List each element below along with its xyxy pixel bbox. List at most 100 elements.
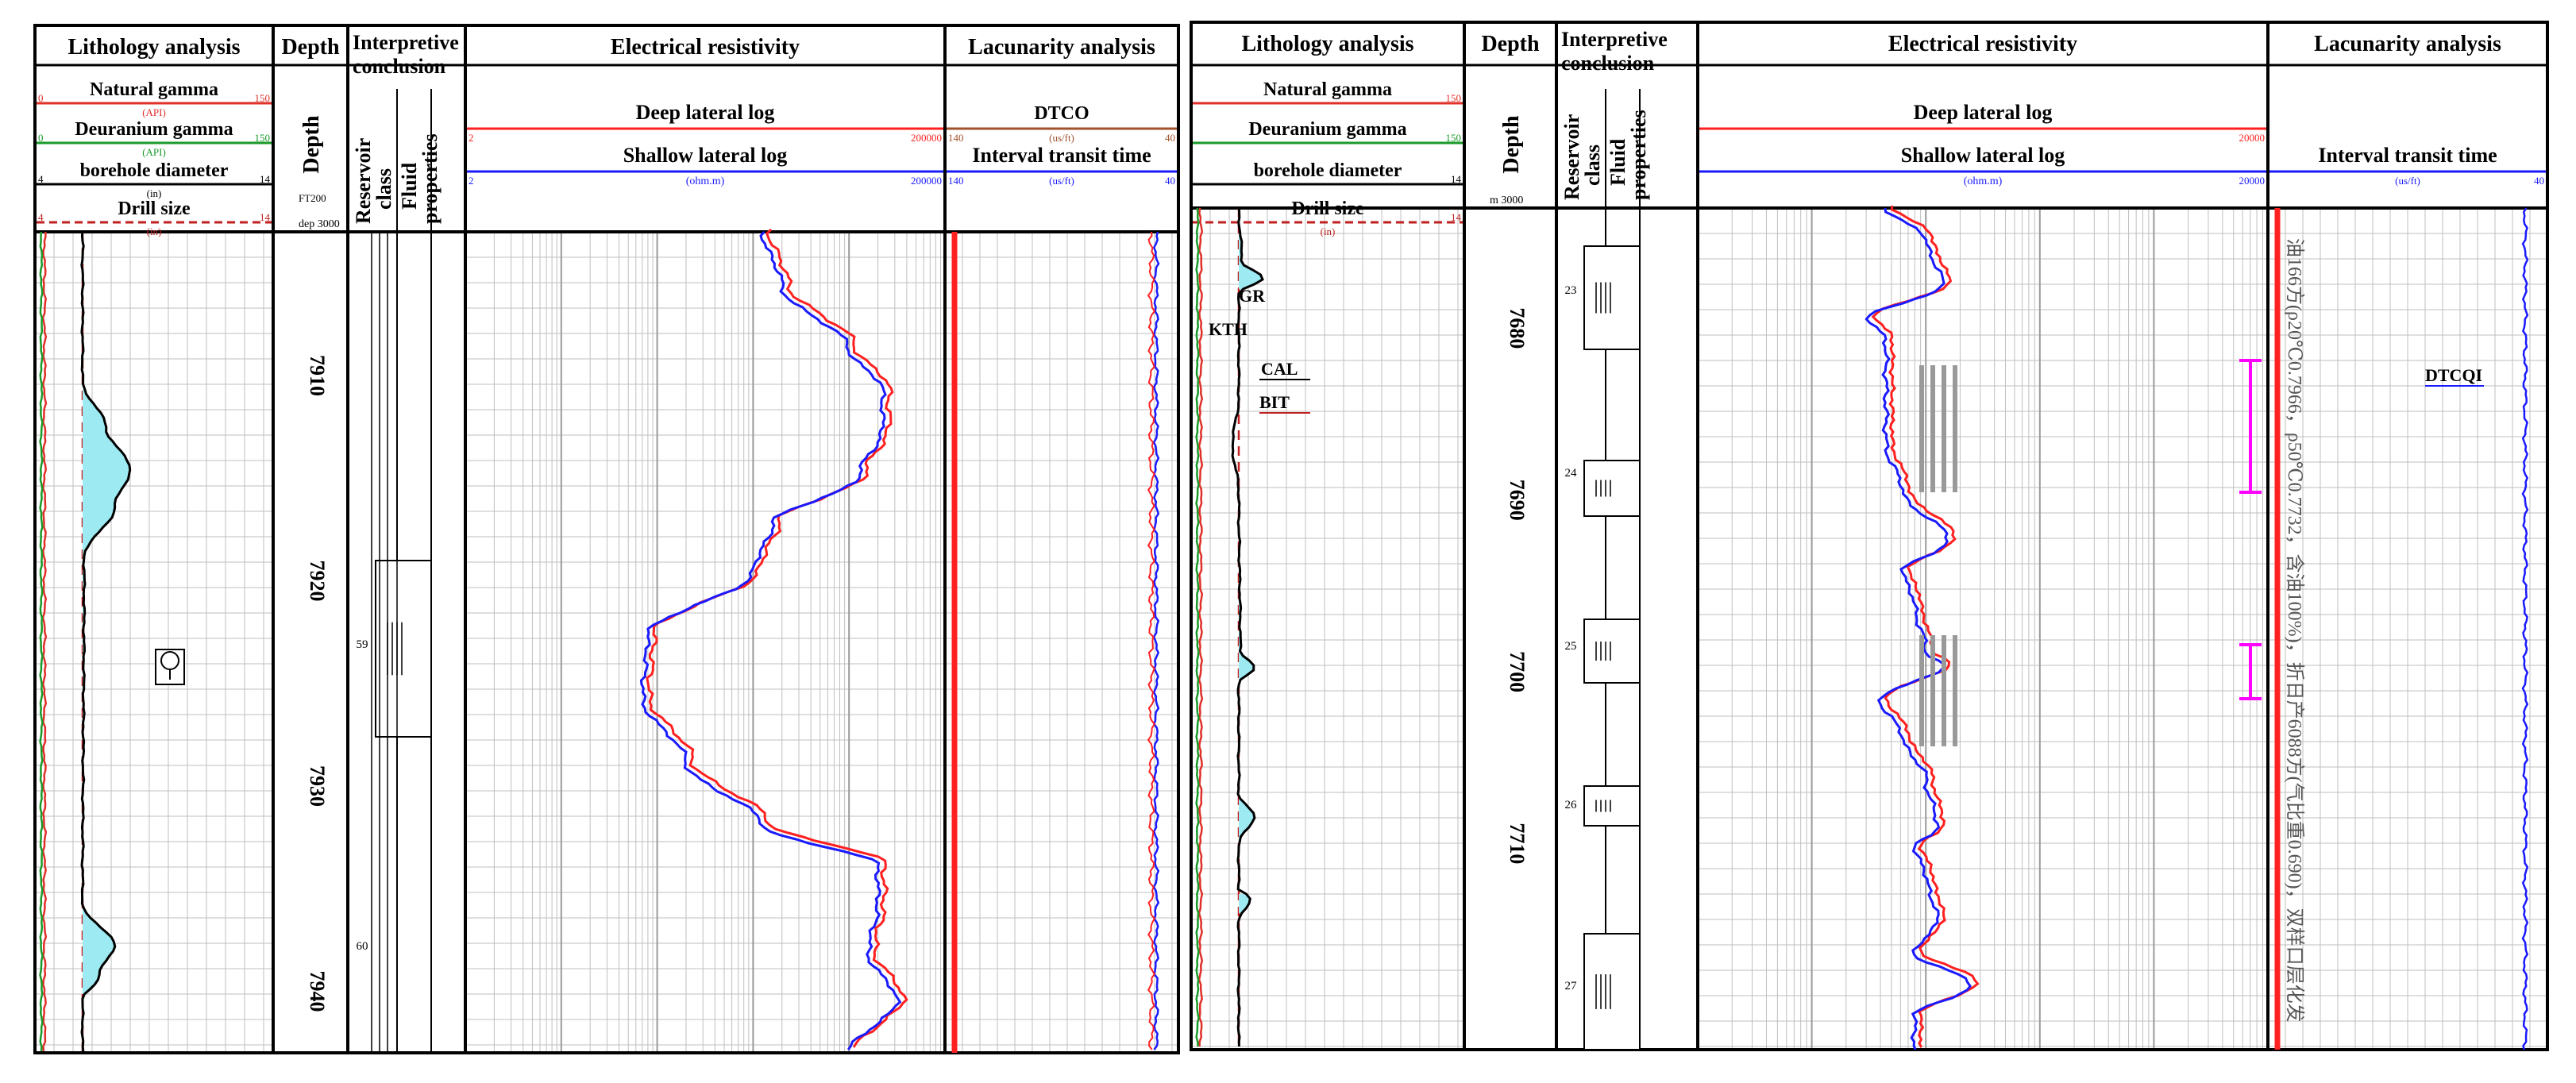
scale-min: 0 [38,132,44,144]
interp-header: conclusion [1561,52,1655,75]
curve-name: Drill size [118,198,191,219]
fluid-label: Fluid [398,162,421,210]
scale-unit: (in) [147,187,162,199]
reservoir-number: 23 [1565,284,1577,297]
lacunarity-header: Lacunarity analysis [2314,32,2501,56]
interval-transit-curve [2521,207,2529,1050]
deep-lateral-curve [646,228,908,1048]
depth-track-label: Depth [299,115,324,174]
depth-scale: FT200 [299,192,326,204]
scale-max: 200000 [911,132,942,144]
scale-max: 14 [1451,173,1462,185]
scale-unit: (us/ft) [1049,132,1074,144]
scale-max: 14 [260,211,271,223]
curve-name: Natural gamma [1263,79,1392,100]
reservoir-label: class [372,168,395,210]
depth-header: Depth [1481,32,1540,56]
scale-max: 40 [1165,132,1175,144]
interp-header: conclusion [353,55,446,78]
reservoir-box [1583,460,1641,517]
lithology-header: Lithology analysis [67,35,240,60]
depth-tick: 7700 [1506,651,1529,692]
depth-range: m 3000 [1490,195,1523,206]
reservoir-box [1583,245,1641,350]
gamma-curve [41,231,48,1052]
dtco-label: DTCO [1034,103,1089,124]
scale-max: 150 [1446,132,1462,144]
resistivity-header: Electrical resistivity [1888,32,2077,56]
scale-max: 14 [1451,211,1462,223]
inline-label-gr: GR [1239,286,1266,306]
curve-name: borehole diameter [1254,160,1402,181]
curve-name: Deuranium gamma [75,119,233,140]
reservoir-number: 27 [1565,980,1578,992]
scale-unit: (API) [142,146,166,158]
reservoir-box [1583,619,1641,684]
depth-tick: 7710 [1506,823,1529,864]
interp-header: Interpretive [353,31,459,54]
depth-tick: 7910 [306,355,329,396]
fluid-label: Fluid [1606,138,1629,186]
scale-min: 4 [38,211,44,223]
panel-frame [33,24,1180,1054]
uranium-curve [39,231,44,1052]
depth-tick: 7930 [306,765,329,807]
scale-max: 40 [1165,175,1175,187]
interp-header: Interpretive [1561,28,1668,51]
reservoir-label: Reservoir [352,138,375,224]
reservoir-number: 25 [1565,640,1577,653]
reservoir-label: class [1581,145,1604,186]
depth-tick: 7920 [306,560,329,601]
reservoir-box [375,560,432,738]
scale-unit: (API) [142,106,166,118]
fluid-label: properties [1627,110,1650,200]
reservoir-number: 59 [357,638,368,651]
curve-name: Natural gamma [90,79,218,100]
test-annotation: 油166方(ρ20℃0.7966，ρ50℃0.7732，含油100%)，折日产6… [2284,238,2305,1023]
scale-unit: (us/ft) [2395,175,2420,187]
uranium-curve [1195,207,1200,1047]
depth-tick: 7940 [306,970,329,1012]
scale-unit: (in) [147,225,162,237]
curve-name: Deuranium gamma [1248,119,1406,140]
deep-log-label: Deep lateral log [1914,101,2053,124]
inline-label-dtcqi: DTCQI [2425,365,2482,385]
fluid-label: properties [418,133,442,224]
scale-max: 14 [260,173,271,185]
scale-max: 150 [255,92,271,104]
dt-label: Interval transit time [972,144,1151,167]
depth-track-label: Depth [1499,115,1524,174]
shallow-log-label: Shallow lateral log [1901,144,2065,167]
curve-name: Drill size [1291,198,1364,219]
reservoir-label: Reservoir [1560,114,1583,200]
scale-max: 40 [2534,175,2544,187]
caliper-curve [1231,207,1264,1047]
resistivity-header: Electrical resistivity [611,35,800,60]
scale-min: 2 [469,175,474,187]
reservoir-number: 60 [357,940,368,953]
scale-min: 140 [948,132,964,144]
reservoir-number: 26 [1565,799,1578,811]
scale-max: 200000 [911,175,942,187]
caliper-fill [83,389,130,994]
scale-unit: (ohm.m) [686,175,725,187]
inline-label-bit: BIT [1259,392,1290,412]
lithology-header: Lithology analysis [1241,32,1413,56]
interval-transit-curve [1152,231,1160,1050]
scale-min: 2 [469,132,474,144]
scale-min: 4 [38,173,44,185]
reservoir-number: 24 [1565,467,1578,480]
inline-label-kth: KTH [1209,319,1248,339]
scale-max: 20000 [2239,132,2266,144]
deep-lateral-curve [1871,205,1980,1048]
scale-unit: (us/ft) [1049,175,1074,187]
curve-name: borehole diameter [80,160,229,181]
shallow-lateral-curve [639,231,902,1050]
scale-max: 150 [255,132,271,144]
scale-unit: (ohm.m) [1964,175,2003,187]
dtco-detail-curve [1147,231,1156,1050]
depth-tick: 7690 [1506,480,1529,521]
deep-log-label: Deep lateral log [636,101,775,124]
